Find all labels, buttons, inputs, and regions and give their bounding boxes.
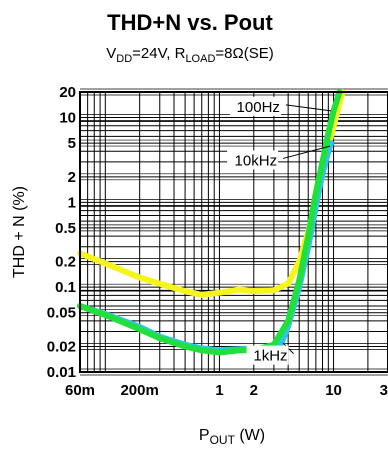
y-tick-label: 0.5	[55, 220, 76, 237]
y-tick-label: 5	[68, 135, 76, 152]
y-tick-label: 10	[59, 110, 76, 127]
x-tick-label: 60m	[65, 382, 95, 399]
y-tick-label: 0.05	[47, 305, 76, 322]
annotation-leader	[285, 104, 332, 112]
x-axis-label-main: P	[199, 427, 210, 444]
y-tick-label: 0.1	[55, 279, 76, 296]
annotation-bg	[227, 150, 279, 170]
plot-frame	[79, 91, 388, 373]
annotation-leader	[282, 145, 331, 159]
annotation-bg	[246, 345, 289, 365]
y-tick-label: 0.02	[47, 338, 76, 355]
x-tick-label: 1	[215, 382, 223, 399]
annotation-bg	[229, 96, 281, 116]
subtitle-vdd-main: V	[106, 45, 116, 62]
x-axis-label-sub: OUT	[210, 433, 236, 447]
y-tick-label: 0.2	[55, 254, 76, 271]
subtitle-rl-sub: LOAD	[185, 53, 215, 65]
annotation-label: 100Hz	[237, 99, 280, 116]
chart-title: THD+N vs. Pout	[107, 10, 273, 35]
y-tick-label: 1	[68, 194, 76, 211]
x-tick-label: 200m	[120, 382, 158, 399]
chart-subtitle: VDD=24V, RLOAD=8Ω(SE)	[106, 45, 273, 65]
x-axis-label-rest: (W)	[235, 427, 265, 444]
subtitle-rl-main: R	[175, 45, 186, 62]
annotations: 100Hz 10kHz 1kHz	[227, 96, 332, 365]
y-tick-label: 0.01	[47, 364, 76, 381]
subtitle-vdd-rest: =24V,	[132, 45, 174, 62]
x-tick-label: 2	[250, 382, 258, 399]
y-axis-label: THD + N (%)	[11, 186, 28, 278]
y-tick-label: 2	[68, 169, 76, 186]
annotation-label: 10kHz	[235, 152, 278, 169]
subtitle-rl-rest: =8Ω(SE)	[215, 45, 273, 62]
subtitle-vdd-sub: DD	[116, 53, 132, 65]
series-line-1khz	[77, 89, 343, 356]
x-tick-label: 10	[325, 382, 342, 399]
y-tick-label: 20	[59, 84, 76, 101]
x-axis-label: POUT (W)	[199, 427, 265, 447]
x-tick-label: 30	[380, 382, 388, 399]
grid	[79, 88, 388, 376]
annotation-label: 1kHz	[253, 348, 287, 365]
